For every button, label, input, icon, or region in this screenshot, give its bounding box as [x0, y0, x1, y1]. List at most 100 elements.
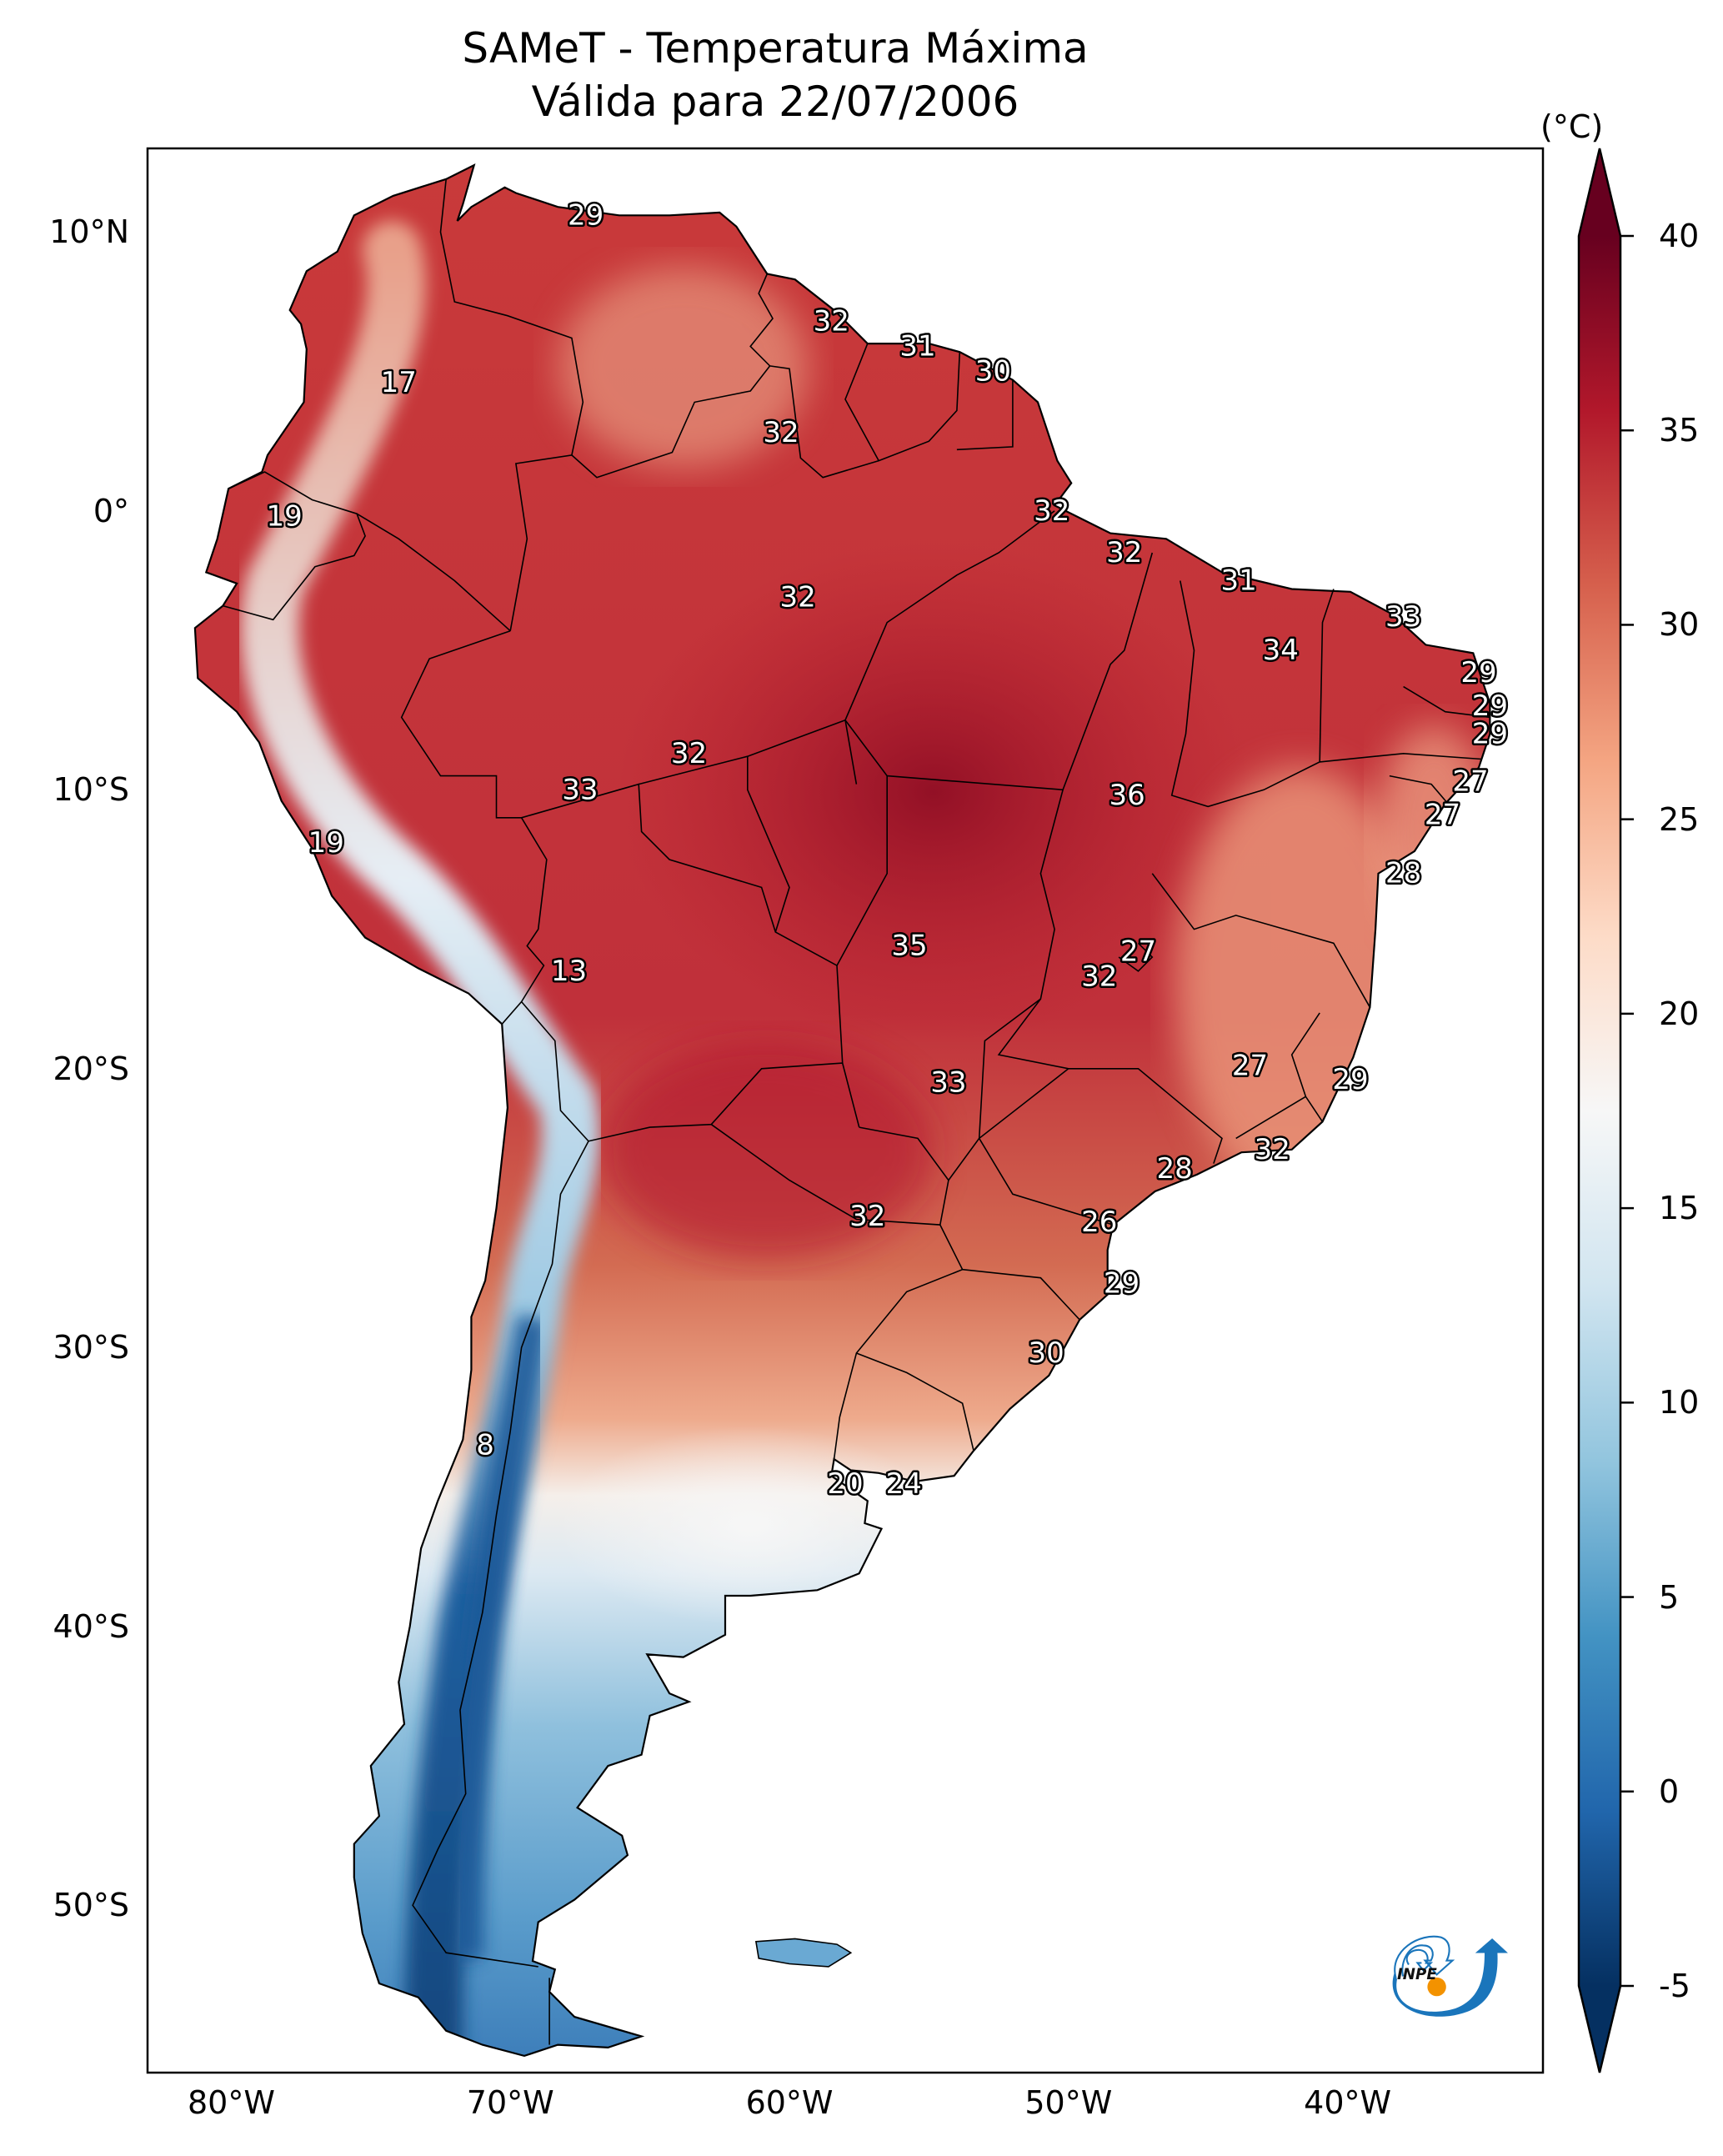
- station-label: 36: [1109, 779, 1144, 812]
- border-line: [833, 1224, 964, 1460]
- station-label: 27: [1120, 935, 1156, 968]
- station-label: 20: [827, 1467, 863, 1501]
- lat-tick-label: 20°S: [53, 1050, 129, 1087]
- station-label: 31: [1220, 564, 1256, 598]
- colorbar: [1577, 148, 1634, 2073]
- northeast-coast-mild: [1375, 725, 1490, 942]
- station-label: 13: [551, 955, 587, 988]
- border-line: [520, 1000, 843, 1142]
- station-label: 31: [899, 330, 935, 364]
- station-label: 32: [1034, 494, 1069, 528]
- colorbar-unit-label: (°C): [1540, 108, 1604, 145]
- station-label: 8: [476, 1428, 494, 1462]
- colorbar-tick-label: 15: [1659, 1190, 1700, 1227]
- station-label: 29: [1472, 717, 1508, 750]
- station-label: 32: [1081, 960, 1117, 993]
- temperature-field: [194, 165, 1490, 2056]
- colorbar-extend-min: [1579, 1986, 1620, 2073]
- border-line: [571, 365, 771, 479]
- hot-core-region: [617, 542, 1250, 1042]
- guiana-highlands-mild: [558, 267, 809, 467]
- lat-tick-label: 40°S: [53, 1607, 129, 1645]
- station-label: 24: [886, 1467, 922, 1501]
- border-line: [223, 471, 366, 621]
- border-line: [836, 775, 888, 966]
- map-frame: [146, 147, 1545, 2074]
- border-line: [997, 998, 1223, 1164]
- station-label: 32: [763, 416, 799, 449]
- colorbar-tick-label: 0: [1659, 1772, 1680, 1810]
- colorbar-tick-label: 25: [1659, 800, 1700, 838]
- station-label: 32: [1106, 536, 1142, 569]
- border-line: [747, 756, 790, 933]
- lat-tick-label: 10°S: [53, 771, 129, 809]
- political-borders: [223, 178, 1490, 2045]
- border-line: [956, 379, 1014, 451]
- station-label: 33: [562, 773, 598, 806]
- border-line: [521, 783, 860, 1128]
- andes-deep-cold: [450, 1314, 550, 1960]
- lon-tick-label: 60°W: [745, 2084, 834, 2121]
- chaco-hot-region: [600, 1042, 934, 1259]
- station-label: 32: [814, 304, 849, 338]
- border-line: [1151, 873, 1371, 1008]
- colorbar-tick-label: 30: [1659, 606, 1700, 644]
- chart-title: SAMeT - Temperatura Máxima: [462, 24, 1089, 73]
- station-label: 35: [891, 930, 927, 963]
- border-line: [1290, 1012, 1324, 1122]
- station-label: 32: [1255, 1133, 1290, 1166]
- colorbar-tick-label: 5: [1659, 1578, 1680, 1616]
- station-label: 27: [1232, 1050, 1268, 1083]
- logo-swoosh-icon: [1392, 1938, 1508, 2017]
- border-line: [356, 513, 511, 632]
- station-label: 27: [1452, 765, 1488, 798]
- border-line: [1403, 685, 1490, 719]
- border-line: [1320, 752, 1482, 763]
- colorbar-body: [1579, 236, 1620, 1986]
- border-line: [844, 343, 961, 462]
- station-label: 34: [1263, 634, 1299, 667]
- station-label: 33: [1385, 600, 1421, 634]
- border-line: [978, 1068, 1114, 1226]
- station-label: 19: [266, 500, 302, 534]
- station-label: 29: [568, 198, 604, 232]
- lat-tick-label: 30°S: [53, 1329, 129, 1366]
- lon-tick-label: 50°W: [1024, 2084, 1113, 2121]
- colorbar-tick-label: 35: [1659, 412, 1700, 449]
- border-line: [1235, 1096, 1306, 1140]
- falkland-islands: [754, 1938, 853, 1968]
- station-label: 29: [1472, 689, 1508, 723]
- logo-text: INPE: [1397, 1966, 1437, 1983]
- lat-tick-label: 0°: [93, 492, 129, 529]
- station-label: 28: [1156, 1152, 1192, 1186]
- border-line: [412, 1141, 589, 1968]
- station-label: 32: [671, 737, 707, 770]
- lon-tick-label: 70°W: [466, 2084, 554, 2121]
- lat-tick-label: 50°S: [53, 1887, 129, 1924]
- colorbar-ticks: [1620, 234, 1634, 1988]
- logo-sun-icon: [1427, 1977, 1446, 1997]
- chart-subtitle: Válida para 22/07/2006: [531, 78, 1019, 126]
- lat-tick-label: 10°N: [49, 213, 129, 251]
- station-label: 33: [930, 1066, 966, 1100]
- inpe-logo: INPE: [1367, 1909, 1509, 2026]
- border-line: [856, 1352, 974, 1452]
- station-label: 26: [1081, 1206, 1117, 1239]
- colorbar-extend-max: [1579, 148, 1620, 236]
- colorbar-tick-label: 40: [1659, 218, 1700, 254]
- colorbar-tick-label: 20: [1659, 995, 1700, 1032]
- station-label: 30: [1028, 1336, 1064, 1370]
- station-label: 27: [1425, 798, 1460, 831]
- station-label: 29: [1104, 1266, 1139, 1300]
- station-label: 19: [308, 826, 344, 860]
- lon-tick-label: 40°W: [1304, 2084, 1392, 2121]
- station-label: 32: [779, 581, 815, 614]
- station-label: 29: [1332, 1063, 1368, 1096]
- andes-cold-band: [240, 221, 600, 2056]
- border-line: [962, 1268, 1080, 1321]
- station-label: 30: [975, 355, 1011, 389]
- station-label: 28: [1385, 857, 1421, 890]
